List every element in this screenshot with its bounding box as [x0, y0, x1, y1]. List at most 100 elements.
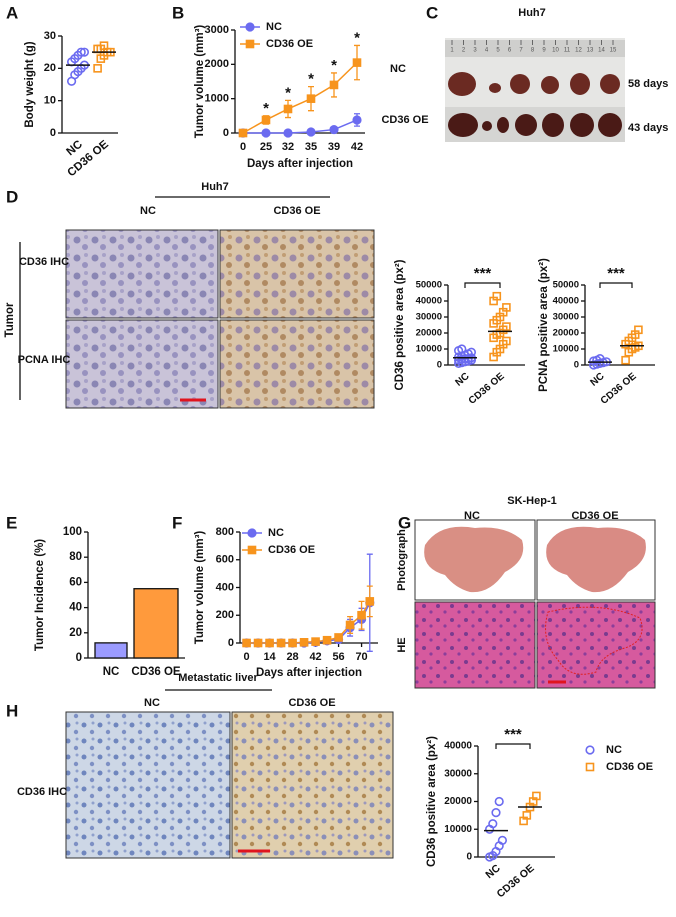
y-axis-label: Body weight (g)	[24, 41, 36, 127]
x-tick-label: 42	[351, 141, 363, 153]
marker	[76, 47, 86, 57]
marker	[585, 745, 595, 755]
y-tick-label: 40	[69, 602, 82, 614]
ruler-number: 3	[473, 48, 477, 54]
marker	[494, 796, 504, 807]
ruler-number: 13	[587, 48, 594, 54]
ruler-number: 8	[531, 48, 535, 54]
y-tick-label: 40000	[416, 296, 442, 307]
tumors-nc	[448, 72, 620, 96]
legend-label: CD36 OE	[268, 544, 315, 556]
ihc-image	[65, 229, 219, 319]
marker	[283, 128, 293, 138]
ruler-number: 14	[598, 48, 605, 54]
y-tick-label: 40000	[444, 741, 472, 752]
y-tick-label: 100	[63, 526, 82, 538]
marker	[357, 610, 366, 620]
x-axis-label: Days after injection	[256, 667, 362, 679]
marker	[242, 638, 251, 648]
y-tick-label: 20	[69, 627, 82, 639]
panel-letter: E	[6, 513, 17, 532]
x-tick-label: 0	[244, 651, 250, 663]
column-label: NC	[144, 697, 160, 709]
x-tick-label: 14	[263, 651, 276, 663]
y-tick-label: 50000	[416, 280, 442, 291]
x-tick-label: 28	[286, 651, 298, 663]
y-axis-label: PCNA positive area (px²)	[538, 258, 550, 392]
column-label: CD36 OE	[273, 205, 320, 217]
tumors-oe	[448, 113, 622, 137]
y-tick-label: 10000	[444, 824, 472, 835]
y-tick-label: 600	[216, 554, 234, 566]
group-label: Tumor	[4, 302, 16, 337]
marker	[253, 638, 263, 648]
legend-label: CD36 OE	[606, 761, 653, 773]
y-axis-label: Tumor volume (mm³)	[194, 25, 206, 139]
ruler-number: 9	[542, 48, 546, 54]
x-tick-label: NC	[588, 371, 606, 389]
significance: *	[308, 71, 314, 88]
significance: ***	[504, 726, 522, 743]
panel-letter: G	[398, 513, 411, 532]
photo-title: Huh7	[518, 7, 546, 19]
he-image	[536, 601, 656, 689]
marker	[261, 128, 271, 138]
y-tick-label: 30000	[444, 768, 472, 779]
row-label: PCNA IHC	[18, 354, 71, 366]
marker	[621, 355, 630, 365]
ruler-number: 6	[508, 48, 512, 54]
ruler-number: 15	[610, 48, 617, 54]
ihc-title: Huh7	[201, 181, 229, 193]
sig-bracket	[599, 282, 633, 288]
x-tick-label: NC	[453, 371, 471, 389]
legend-label: NC	[266, 21, 282, 33]
y-tick-label: 30000	[553, 312, 579, 323]
legend-label: NC	[268, 527, 284, 539]
y-axis-label: Tumor volume (mm³)	[194, 531, 206, 645]
marker	[306, 94, 316, 103]
marker	[288, 638, 297, 648]
x-tick-label: CD36 OE	[599, 371, 639, 407]
y-tick-label: 60	[69, 576, 82, 588]
row-label: NC	[390, 63, 406, 75]
ruler-number: 1	[450, 48, 454, 54]
y-tick-label: 2000	[205, 58, 229, 70]
column-label: NC	[464, 510, 480, 522]
marker	[466, 347, 477, 357]
y-tick-label: 10000	[553, 344, 579, 355]
y-axis-label: CD36 positive area (px²)	[426, 736, 438, 867]
significance: *	[285, 84, 291, 101]
x-tick-label: 35	[305, 141, 317, 153]
x-tick-label: CD36 OE	[131, 666, 181, 678]
ruler-number: 10	[552, 48, 559, 54]
marker	[79, 47, 89, 57]
marker	[306, 127, 316, 137]
series-line	[243, 119, 358, 134]
liver	[546, 526, 646, 593]
marker	[497, 835, 508, 845]
marker	[634, 325, 643, 335]
panel-title: Metastatic liver	[178, 672, 258, 684]
marker	[334, 633, 343, 642]
ihc-image	[219, 319, 375, 409]
y-tick-label: 20000	[553, 328, 579, 339]
marker	[261, 115, 271, 125]
marker	[502, 303, 511, 312]
marker	[502, 322, 511, 331]
y-tick-label: 0	[466, 852, 472, 863]
ruler-number: 11	[564, 48, 571, 54]
marker	[245, 22, 255, 32]
y-axis-label: CD36 positive area (px²)	[394, 259, 406, 390]
y-tick-label: 3000	[205, 24, 229, 36]
y-tick-label: 40000	[553, 296, 579, 307]
marker	[345, 620, 355, 630]
y-tick-label: 20	[44, 62, 56, 74]
days-label: 58 days	[628, 78, 668, 90]
y-tick-label: 0	[50, 127, 56, 139]
panel-title: SK-Hep-1	[507, 495, 557, 507]
panel-letter: B	[172, 3, 184, 22]
ihc-image	[231, 711, 394, 859]
column-label: CD36 OE	[288, 697, 335, 709]
y-tick-label: 10	[44, 95, 56, 107]
column-label: NC	[140, 205, 156, 217]
